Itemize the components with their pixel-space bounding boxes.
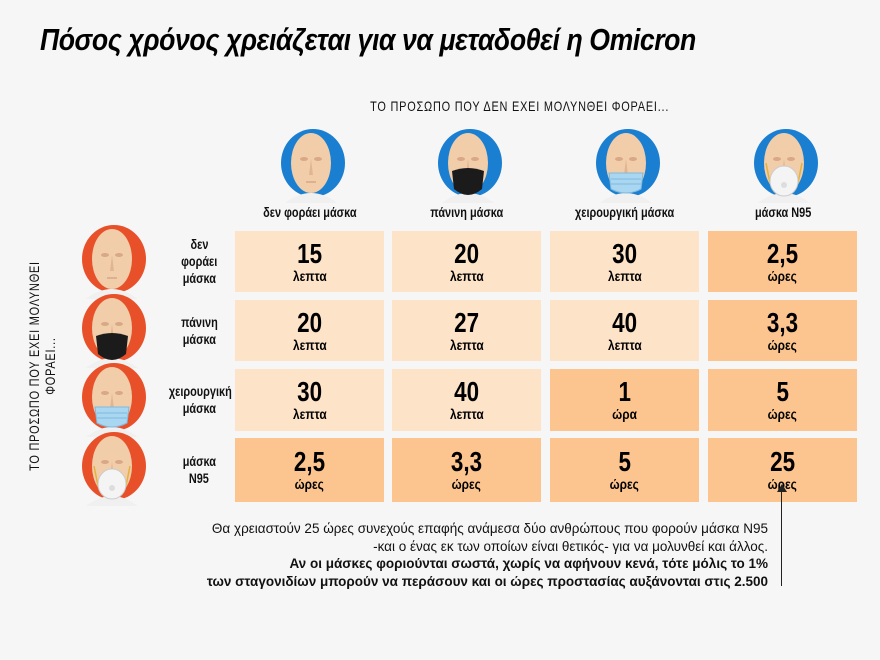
cell-unit: λεπτα — [607, 267, 642, 284]
row-label-line: μάσκα — [160, 331, 238, 348]
table-cell: 27 λεπτα — [392, 300, 541, 361]
cell-value: 2,5 — [766, 237, 799, 269]
cell-value: 3,3 — [450, 446, 483, 477]
footnote: Θα χρειαστούν 25 ώρες συνεχούς επαφής αν… — [207, 520, 768, 590]
cell-unit: λεπτα — [292, 406, 327, 422]
face-no-mask-icon — [76, 219, 148, 304]
cell-unit: ώρες — [767, 406, 798, 422]
page-title: Πόσος χρόνος χρειάζεται για να μεταδοθεί… — [40, 22, 696, 57]
cell-value: 1 — [618, 376, 631, 407]
table-cell: 30 λεπτα — [235, 369, 384, 431]
row-label-line: χειρουργική — [160, 383, 238, 400]
face-surgical-mask-icon — [76, 357, 148, 442]
row-label-text: φοράει — [180, 253, 218, 269]
row-label-text: χειρουργική — [168, 383, 232, 399]
table-cell: 5 ώρες — [550, 438, 699, 502]
row-label-text: Ν95 — [188, 470, 210, 486]
table-cell: 40 λεπτα — [550, 300, 699, 361]
cell-value: 40 — [612, 306, 637, 338]
cell-unit: ώρες — [767, 336, 798, 353]
row-label-text: μάσκα — [182, 453, 216, 469]
cell-value: 5 — [776, 376, 789, 407]
row-label-line: μάσκα — [160, 453, 238, 470]
cell-unit: λεπτα — [449, 336, 484, 353]
cell-value: 30 — [297, 376, 322, 407]
row-label-line: μάσκα — [160, 400, 238, 417]
face-no-mask-icon — [275, 123, 347, 208]
cell-unit: λεπτα — [292, 336, 327, 353]
row-label-text: δεν — [190, 236, 208, 252]
table-cell: 20 λεπτα — [392, 231, 541, 292]
cell-unit: ώρες — [609, 476, 640, 492]
row-label-text: πάνινη — [180, 313, 218, 330]
row-label: χειρουργική μάσκα — [160, 383, 238, 417]
face-cloth-mask-icon — [76, 288, 148, 373]
row-label: μάσκα Ν95 — [160, 453, 238, 487]
table-cell: 3,3 ώρες — [708, 300, 857, 361]
cell-value: 2,5 — [293, 446, 326, 477]
table-cell: 20 λεπτα — [235, 300, 384, 361]
cell-value: 15 — [297, 237, 322, 269]
note-line-4: των σταγονιδίων μπορούν να περάσουν και … — [206, 573, 768, 589]
table-cell: 25 ώρες — [708, 438, 857, 502]
cell-unit: λεπτα — [607, 336, 642, 353]
cell-value: 3,3 — [766, 306, 799, 338]
table-cell: 1 ώρα — [550, 369, 699, 431]
column-label-text: πάνινη μάσκα — [430, 204, 504, 220]
row-label-text: μάσκα — [182, 270, 216, 286]
row-label-line: Ν95 — [160, 470, 238, 487]
table-cell: 2,5 ώρες — [235, 438, 384, 502]
cell-value: 25 — [770, 446, 795, 477]
note-arrow — [781, 488, 782, 586]
face-n95-mask-icon — [748, 123, 820, 208]
cell-value: 30 — [612, 237, 637, 269]
cell-value: 40 — [454, 376, 479, 407]
face-surgical-mask-icon — [590, 123, 662, 208]
column-label-text: δεν φοράει μάσκα — [263, 204, 357, 220]
column-label: πάνινη μάσκα — [392, 204, 542, 220]
arrow-head-icon — [777, 484, 787, 492]
row-label-line: μάσκα — [160, 270, 238, 287]
cell-unit: ώρες — [767, 267, 798, 284]
cell-unit: λεπτα — [449, 267, 484, 284]
cell-value: 5 — [618, 446, 631, 477]
row-label: πάνινη μάσκα — [160, 314, 238, 348]
column-label: μάσκα Ν95 — [708, 204, 858, 220]
row-label-line: φοράει — [160, 253, 238, 270]
table-cell: 2,5 ώρες — [708, 231, 857, 292]
column-label: δεν φοράει μάσκα — [235, 204, 385, 220]
cell-unit: ώρες — [451, 476, 482, 492]
note-line-1: Θα χρειαστούν 25 ώρες συνεχούς επαφής αν… — [211, 521, 768, 536]
face-cloth-mask-icon — [432, 123, 504, 208]
cell-unit: ώρα — [612, 406, 637, 422]
cell-unit: λεπτα — [449, 406, 484, 422]
cell-value: 20 — [297, 306, 322, 338]
row-label-text: μάσκα — [182, 400, 216, 416]
row-label-text: μάσκα — [182, 330, 216, 347]
note-line-2: -και ο ένας εκ των οποίων είναι θετικός-… — [373, 538, 768, 554]
cell-value: 27 — [454, 306, 479, 338]
table-cell: 3,3 ώρες — [392, 438, 541, 502]
cell-unit: λεπτα — [292, 267, 327, 284]
table-cell: 40 λεπτα — [392, 369, 541, 431]
table-cell: 15 λεπτα — [235, 231, 384, 292]
table-cell: 30 λεπτα — [550, 231, 699, 292]
column-label-text: χειρουργική μάσκα — [575, 204, 675, 220]
row-label-line: πάνινη — [160, 314, 238, 331]
table-cell: 5 ώρες — [708, 369, 857, 431]
face-n95-mask-icon — [76, 426, 148, 511]
column-label: χειρουργική μάσκα — [550, 204, 700, 220]
cell-unit: ώρες — [294, 476, 325, 492]
note-line-3: Αν οι μάσκες φοριούνται σωστά, χωρίς να … — [289, 556, 768, 571]
cell-value: 20 — [454, 237, 479, 269]
row-header: ΤΟ ΠΡΟΣΩΠΟ ΠΟΥ ΕΧΕΙ ΜΟΛΥΝΘΕΙ ΦΟΡΑΕΙ... — [26, 261, 58, 471]
column-label-text: μάσκα Ν95 — [754, 204, 812, 220]
column-header: ΤΟ ΠΡΟΣΩΠΟ ΠΟΥ ΔΕΝ ΕΧΕΙ ΜΟΛΥΝΘΕΙ ΦΟΡΑΕΙ.… — [370, 98, 670, 114]
row-label-line: δεν — [160, 236, 238, 253]
row-label: δεν φοράει μάσκα — [160, 236, 238, 287]
